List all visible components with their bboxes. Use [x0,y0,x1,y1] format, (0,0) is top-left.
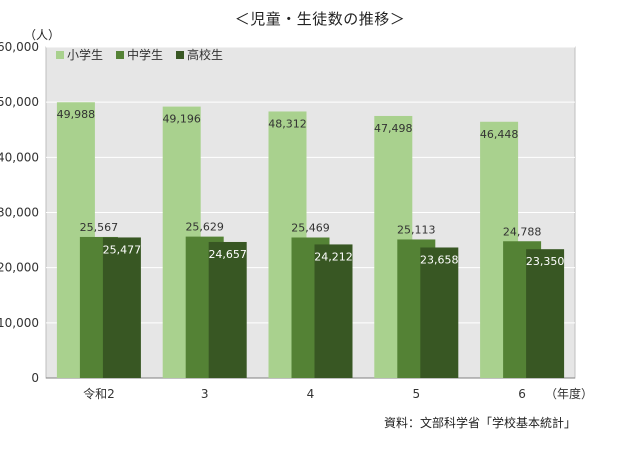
x-tick-label: 5 [412,387,420,401]
x-tick-label: 3 [201,387,209,401]
data-label: 25,567 [80,221,119,234]
bar-高校生 [420,247,459,378]
y-tick-label: 10,000 [0,316,39,330]
bar-高校生 [314,244,353,378]
data-label: 49,988 [57,108,96,121]
x-tick-label: 4 [307,387,315,401]
legend-swatch [116,51,124,59]
data-label: 24,657 [208,248,247,261]
y-tick-label: 40,000 [0,150,39,164]
x-tick-label: 令和2 [83,386,115,401]
x-unit-label: （年度） [545,386,593,401]
legend-swatch [56,51,64,59]
data-label: 49,196 [162,113,201,126]
source-label: 資料：文部科学省「学校基本統計」 [383,416,576,430]
y-tick-label: 0 [31,371,39,385]
y-tick-label: 50,000 [0,95,39,109]
chart-title: ＜児童・生徒数の推移＞ [234,10,406,28]
data-label: 46,448 [480,128,519,141]
bar-高校生 [208,241,247,378]
data-label: 24,212 [314,250,353,263]
data-label: 23,350 [526,255,565,268]
legend-label: 高校生 [187,47,223,62]
data-label: 25,629 [185,221,224,234]
data-label: 48,312 [268,117,307,130]
legend-label: 中学生 [127,47,163,62]
bar-高校生 [102,237,141,378]
legend-swatch [176,51,184,59]
bar-高校生 [526,249,565,378]
y-tick-label: 60,000 [0,40,39,54]
y-tick-label: 20,000 [0,261,39,275]
data-label: 47,498 [374,122,413,135]
y-unit-label: （人） [24,28,61,42]
y-tick-label: 30,000 [0,206,39,220]
data-label: 25,113 [397,223,436,236]
data-label: 23,658 [420,253,459,266]
data-label: 24,788 [503,225,542,238]
data-label: 25,477 [103,243,142,256]
data-label: 25,469 [291,221,330,234]
x-tick-label: 6 [518,387,526,401]
legend-label: 小学生 [67,47,103,62]
